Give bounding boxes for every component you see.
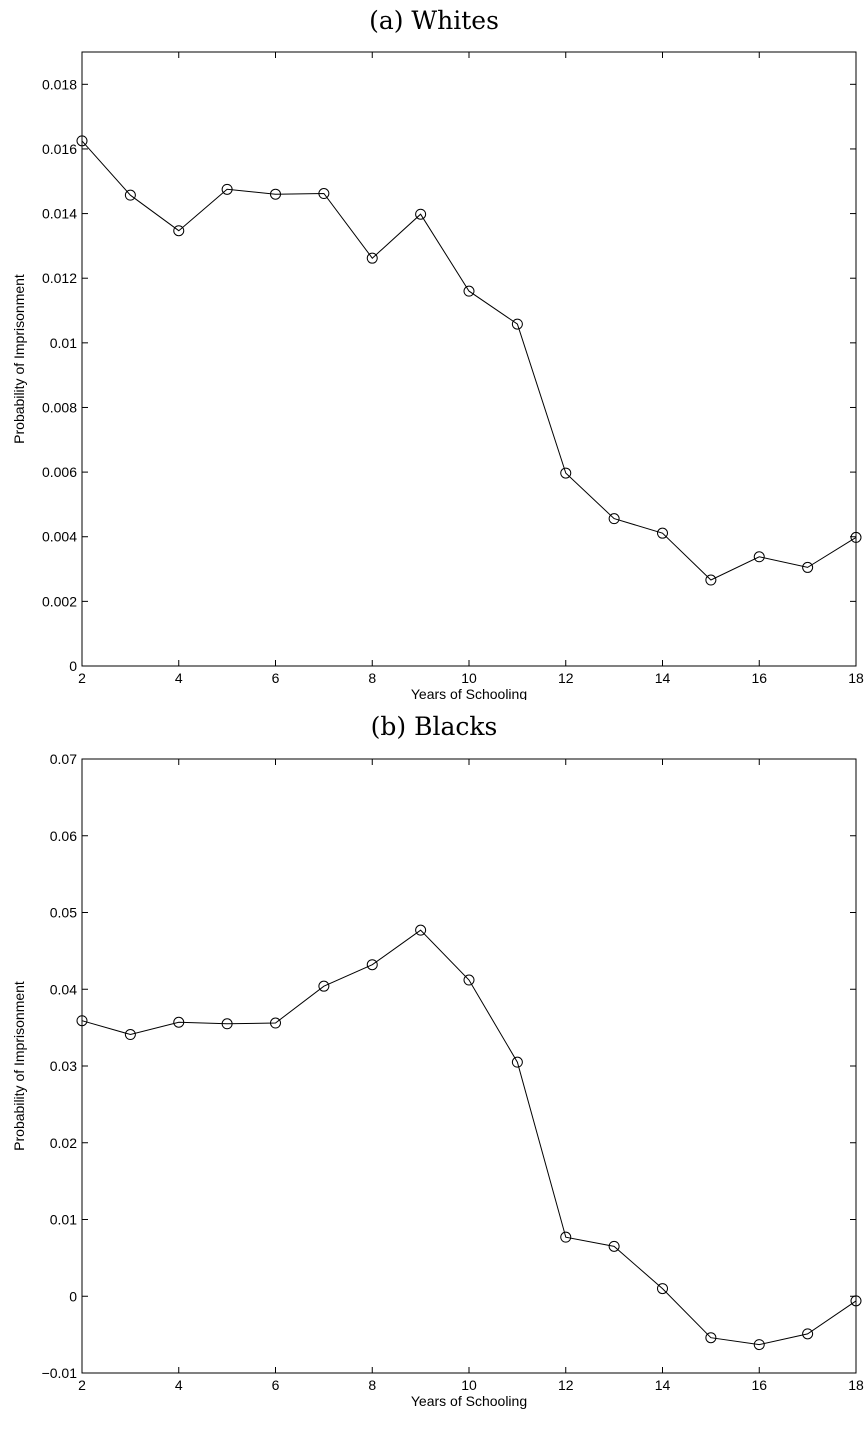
chart-0-data-point — [705, 574, 717, 586]
chart-0-ytick-label: 0.012 — [42, 270, 77, 286]
chart-1-data-point — [173, 1016, 185, 1028]
chart-1-ytick-label: 0.06 — [50, 828, 77, 844]
chart-1-ytick-label: −0.01 — [42, 1365, 78, 1381]
chart-1-xtick-label: 6 — [272, 1377, 280, 1393]
chart-1-data-point — [463, 974, 475, 986]
chart-1-data-point — [415, 924, 427, 936]
chart-0-xtick-label: 12 — [558, 670, 574, 686]
chart-0-data-point — [415, 208, 427, 220]
chart-0-ytick-label: 0.016 — [42, 141, 77, 157]
chart-1-x-axis-label: Years of Schooling — [411, 1393, 527, 1409]
chart-0-data-point — [76, 135, 88, 147]
chart-0-data-point — [850, 531, 862, 543]
chart-1-data-point — [560, 1231, 572, 1243]
chart-1-xtick-label: 18 — [848, 1377, 864, 1393]
chart-0-ytick-label: 0.008 — [42, 399, 77, 415]
chart-0-xtick-label: 2 — [78, 670, 86, 686]
chart-1-xtick-label: 14 — [655, 1377, 671, 1393]
chart-1-xtick-label: 4 — [175, 1377, 183, 1393]
chart-title-blacks: (b) Blacks — [370, 712, 498, 741]
chart-0-series-line — [81, 140, 857, 581]
chart-0-xtick-label: 10 — [461, 670, 477, 686]
chart-0-data-point — [318, 188, 330, 200]
chart-0-ytick-label: 0.004 — [42, 529, 77, 545]
chart-0-ytick-label: 0.002 — [42, 593, 77, 609]
chart-0-data-point — [366, 252, 378, 264]
chart-0-data-point — [511, 318, 523, 330]
chart-1-data-point — [511, 1056, 523, 1068]
chart-1-ytick-label: 0.02 — [50, 1135, 77, 1151]
chart-1-series-line — [81, 929, 857, 1346]
chart-1-data-point — [221, 1018, 233, 1030]
chart-0-ytick-label: 0 — [69, 658, 77, 674]
chart-1-xtick-label: 12 — [558, 1377, 574, 1393]
chart-1-data-point — [76, 1015, 88, 1027]
chart-0-ytick-label: 0.014 — [42, 206, 77, 222]
chart-0-xtick-label: 4 — [175, 670, 183, 686]
chart-0-data-point — [173, 225, 185, 237]
chart-1-ytick-label: 0.07 — [50, 751, 77, 767]
chart-title-whites: (a) Whites — [369, 6, 499, 35]
chart-0-data-point — [608, 513, 620, 525]
chart-0-data-point — [270, 188, 281, 200]
chart-1-data-point — [802, 1328, 814, 1340]
chart-1-data-point — [318, 980, 330, 992]
chart-1-xtick-label: 16 — [751, 1377, 767, 1393]
chart-1-y-axis-label: Probability of Imprisonment — [11, 981, 27, 1151]
chart-0-xtick-label: 18 — [848, 670, 864, 686]
chart-0-ytick-label: 0.006 — [42, 464, 77, 480]
chart-1-ytick-label: 0.04 — [50, 981, 77, 997]
chart-1-xtick-label: 2 — [78, 1377, 86, 1393]
chart-1-data-point — [753, 1339, 765, 1351]
chart-1-plot-frame — [81, 758, 857, 1374]
chart-1-ytick-label: 0.03 — [50, 1058, 77, 1074]
chart-1-xtick-label: 8 — [368, 1377, 376, 1393]
chart-0-data-point — [802, 561, 814, 573]
chart-0-x-axis-label: Years of Schooling — [411, 686, 527, 700]
chart-0-ytick-label: 0.01 — [50, 335, 77, 351]
chart-1-ytick-label: 0.01 — [50, 1212, 77, 1228]
chart-0-xtick-label: 16 — [751, 670, 767, 686]
chart-0-data-point — [560, 467, 572, 479]
chart-0-ytick-label: 0.018 — [42, 76, 77, 92]
chart-1-data-point — [124, 1029, 136, 1041]
chart-1-data-point — [850, 1295, 862, 1307]
chart-1-data-point — [705, 1332, 717, 1344]
chart-0-xtick-label: 14 — [655, 670, 671, 686]
chart-0-xtick-label: 8 — [368, 670, 376, 686]
chart-0-xtick-label: 6 — [272, 670, 280, 686]
chart-1-data-point — [608, 1240, 620, 1252]
chart-0-data-point — [753, 551, 765, 563]
chart-0-data-point — [124, 189, 136, 201]
chart-1-data-point — [270, 1017, 281, 1029]
chart-0-y-axis-label: Probability of Imprisonment — [11, 274, 27, 444]
chart-whites: 2 4 6 8 10 12 14 16 18 0 0.002 0.004 0.006 0.008 0.01 0… — [11, 51, 864, 700]
chart-1-xtick-label: 10 — [461, 1377, 477, 1393]
chart-0-data-point — [221, 183, 233, 195]
chart-1-data-point — [366, 959, 378, 971]
chart-0-data-point — [657, 527, 668, 539]
chart-1-ytick-label: 0.05 — [50, 905, 77, 921]
chart-1-ytick-label: 0 — [69, 1288, 77, 1304]
chart-0-data-point — [463, 285, 475, 297]
chart-1-data-point — [657, 1283, 668, 1295]
